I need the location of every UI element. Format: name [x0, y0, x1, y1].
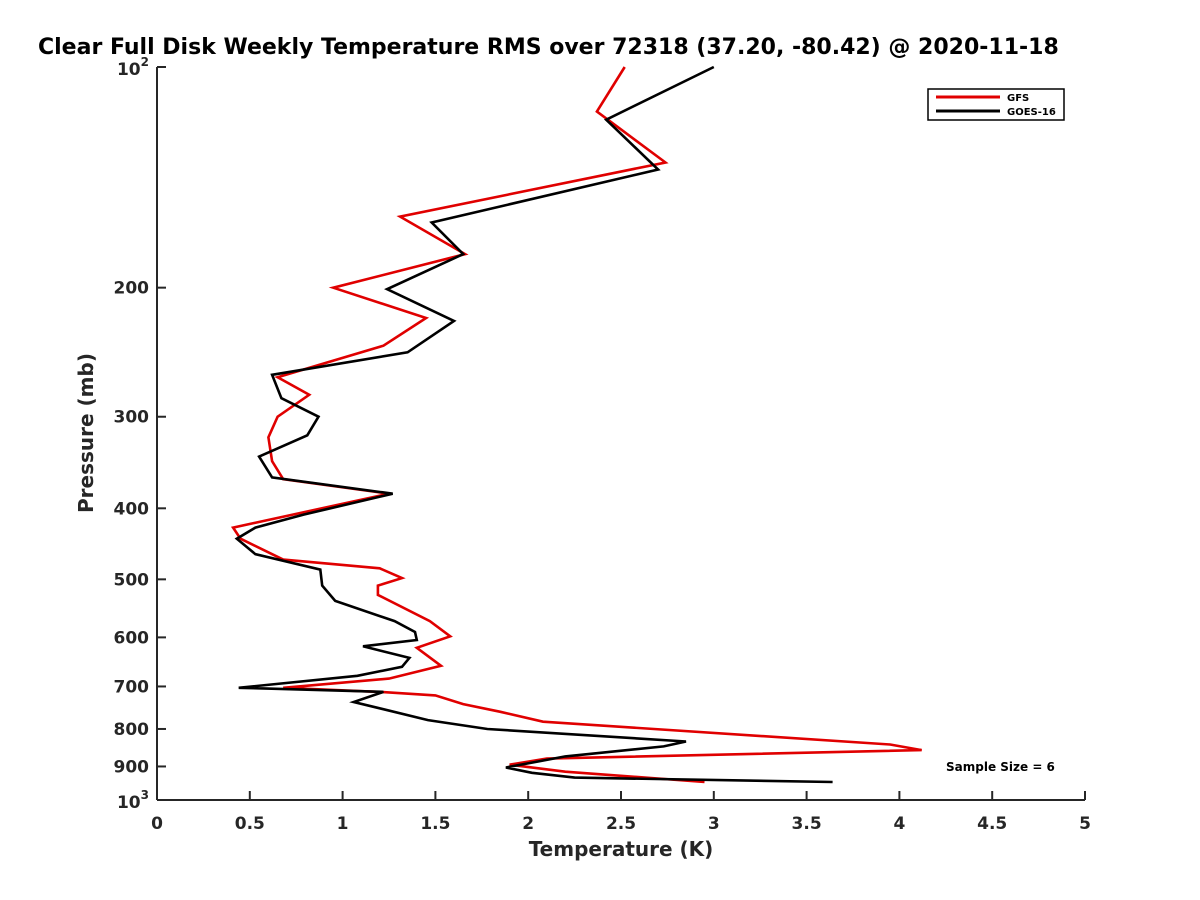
y-tick-label-power: 103 — [117, 788, 149, 813]
x-tick-label: 0 — [151, 814, 163, 834]
y-tick-label: 200 — [114, 279, 150, 299]
y-tick-label: 800 — [114, 720, 150, 740]
y-tick-label: 600 — [114, 628, 150, 648]
y-axis-label: Pressure (mb) — [74, 353, 98, 513]
y-tick-label-power: 102 — [117, 55, 149, 80]
y-tick-label: 300 — [114, 408, 150, 428]
series-layer — [230, 65, 922, 784]
x-tick-label: 3.5 — [792, 814, 822, 834]
legend-box — [927, 88, 1065, 121]
legend-label-goes16: GOES-16 — [1007, 107, 1056, 118]
x-tick-label: 0.5 — [235, 814, 265, 834]
x-tick-label: 1.5 — [420, 814, 450, 834]
x-tick-label: 2 — [522, 814, 534, 834]
x-ticks: 0 0.5 1 1.5 2 2.5 3 3.5 4 4.5 5 — [151, 791, 1091, 834]
series-line-goes-16 — [234, 65, 833, 784]
legend: GFS GOES-16 — [927, 88, 1065, 121]
y-tick-label: 900 — [114, 757, 150, 777]
x-axis-label: Temperature (K) — [529, 837, 714, 861]
chart-title: Clear Full Disk Weekly Temperature RMS o… — [38, 35, 1059, 60]
x-tick-label: 3 — [708, 814, 720, 834]
x-tick-label: 1 — [337, 814, 349, 834]
x-tick-label: 4.5 — [977, 814, 1007, 834]
y-ticks: 200 300 400 500 600 700 800 900 102 103 — [114, 55, 166, 813]
x-tick-label: 2.5 — [606, 814, 636, 834]
x-tick-label: 4 — [893, 814, 905, 834]
x-tick-label: 5 — [1079, 814, 1091, 834]
series-line-gfs — [230, 66, 922, 784]
legend-label-gfs: GFS — [1007, 93, 1029, 104]
y-tick-label: 500 — [114, 570, 150, 590]
y-tick-label: 400 — [114, 499, 150, 519]
y-tick-label: 700 — [114, 677, 150, 697]
sample-size-annotation: Sample Size = 6 — [946, 760, 1055, 774]
